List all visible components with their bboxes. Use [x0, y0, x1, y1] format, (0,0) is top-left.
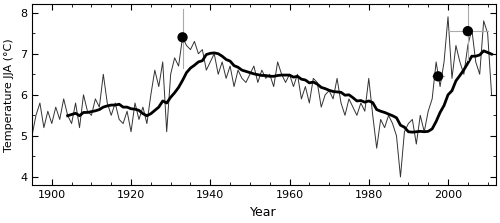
Point — [178, 35, 186, 39]
Point — [434, 74, 442, 78]
X-axis label: Year: Year — [250, 206, 277, 219]
Point — [464, 29, 472, 33]
Y-axis label: Temperature JJA (°C): Temperature JJA (°C) — [4, 38, 15, 152]
